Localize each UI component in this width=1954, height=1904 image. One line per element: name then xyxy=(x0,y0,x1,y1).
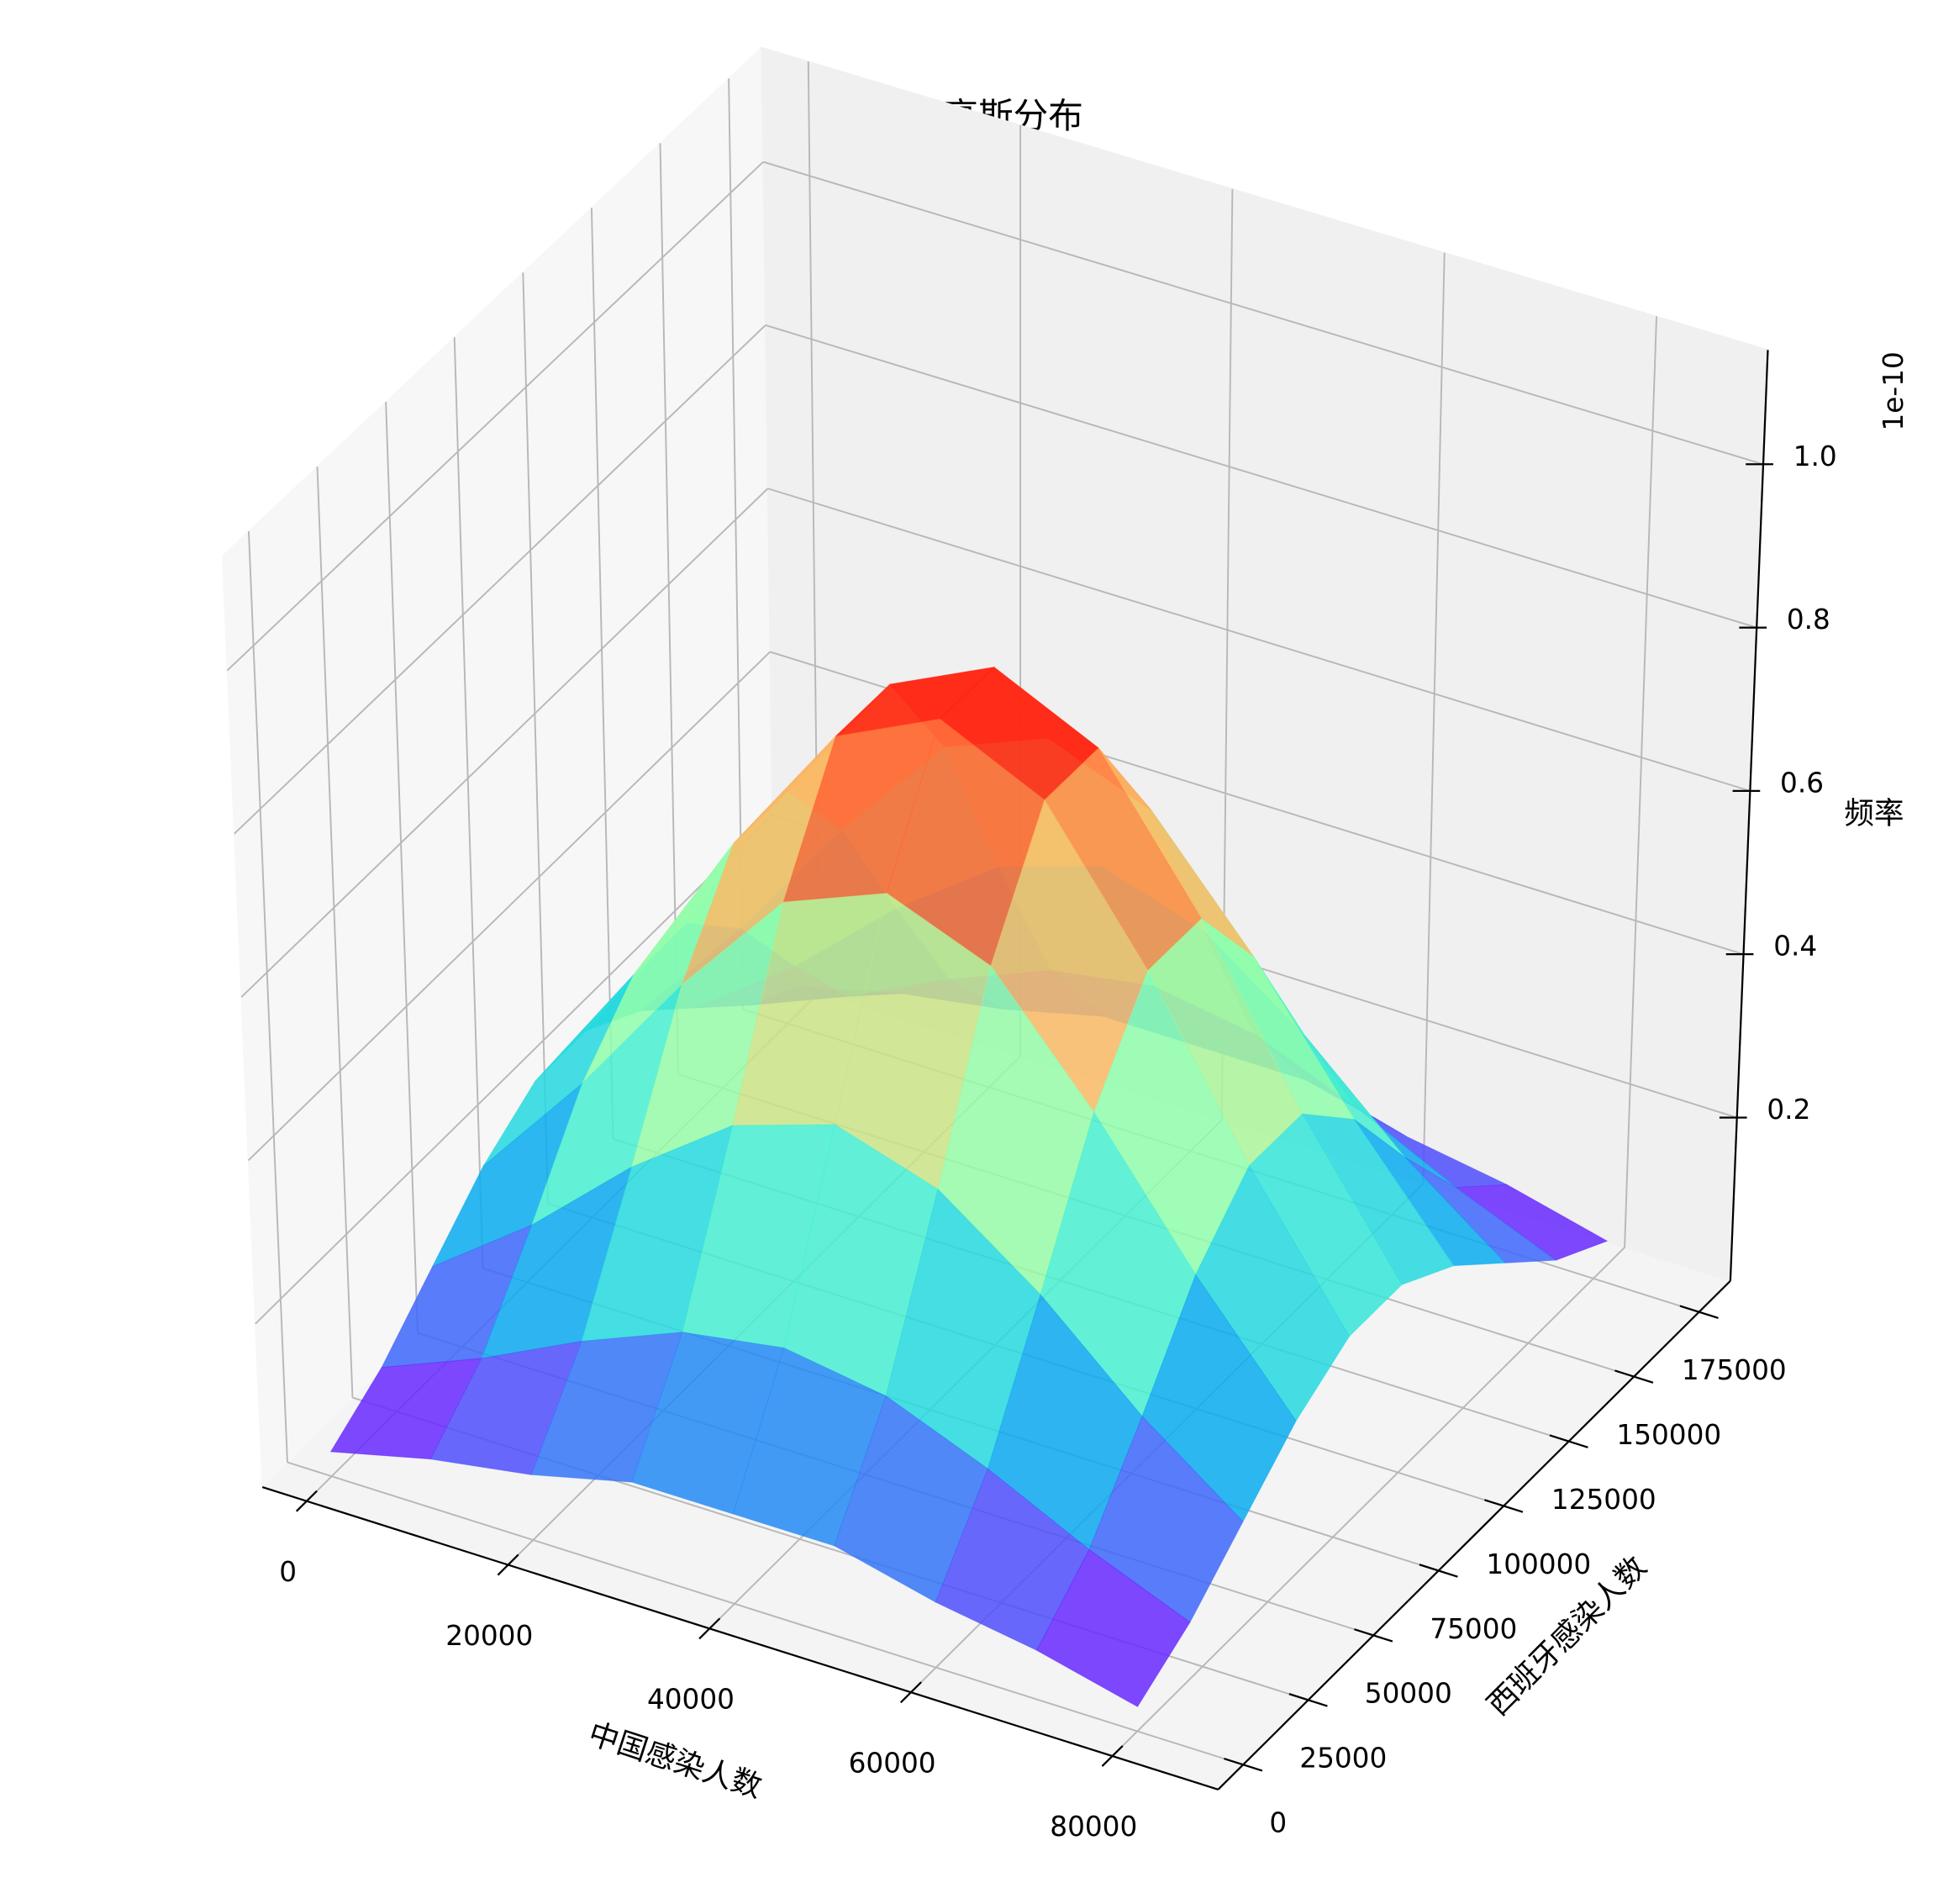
y-tick-label: 75000 xyxy=(1430,1613,1517,1645)
grid-line xyxy=(765,324,1757,629)
grid-line xyxy=(1111,1247,1625,1757)
grid-line xyxy=(255,815,773,1325)
y-tick-label: 150000 xyxy=(1616,1419,1721,1451)
grid-line xyxy=(522,272,549,1204)
grid-line xyxy=(234,324,766,835)
x-tick xyxy=(295,1490,318,1512)
y-tick-label: 175000 xyxy=(1682,1354,1787,1386)
x-tick-label: 20000 xyxy=(445,1620,533,1652)
y-tick xyxy=(1679,1305,1719,1319)
z-axis-label: 频率 xyxy=(1844,796,1904,831)
grid-line xyxy=(247,651,771,1162)
grid-line xyxy=(762,161,1764,466)
grid-line xyxy=(316,467,354,1398)
y-tick xyxy=(1419,1564,1458,1578)
z-tick-label: 0.4 xyxy=(1773,931,1817,963)
y-tick xyxy=(1224,1757,1263,1772)
x-tick-label: 60000 xyxy=(849,1747,936,1779)
y-tick-label: 50000 xyxy=(1365,1678,1452,1710)
grid-line xyxy=(590,208,614,1139)
grid-line xyxy=(453,337,484,1268)
grid-line xyxy=(247,530,288,1463)
y-tick xyxy=(1354,1628,1393,1643)
x-tick-label: 40000 xyxy=(647,1684,735,1716)
y-tick-label: 25000 xyxy=(1299,1743,1387,1775)
x-tick xyxy=(497,1553,519,1576)
grid-line xyxy=(1624,316,1658,1247)
grid-line xyxy=(226,161,764,672)
x-tick xyxy=(698,1617,721,1640)
axis-line xyxy=(261,1485,1219,1791)
y-tick xyxy=(1549,1434,1588,1448)
grid-line xyxy=(240,488,769,998)
y-tick xyxy=(1614,1369,1654,1384)
x-tick xyxy=(1101,1745,1124,1767)
grid-line xyxy=(1422,252,1446,1184)
z-tick-label: 0.2 xyxy=(1767,1094,1810,1126)
y-tick-label: 100000 xyxy=(1486,1548,1591,1580)
y-tick xyxy=(1484,1499,1524,1513)
x-axis-label: 中国感染人数 xyxy=(584,1717,766,1805)
surface-face xyxy=(1035,1548,1191,1707)
grid-line xyxy=(287,1461,1244,1766)
x-tick xyxy=(899,1681,922,1704)
z-tick-label: 1.0 xyxy=(1793,440,1837,472)
x-tick-label: 80000 xyxy=(1050,1811,1137,1843)
x-tick-label: 0 xyxy=(279,1556,297,1588)
axis-line xyxy=(1729,350,1769,1281)
axis-line xyxy=(1217,1279,1731,1791)
y-tick-label: 0 xyxy=(1269,1807,1287,1839)
z-offset-label: 1e-10 xyxy=(1878,351,1909,430)
grid-line xyxy=(385,402,419,1333)
y-tick xyxy=(1288,1693,1328,1707)
z-tick-label: 0.6 xyxy=(1780,767,1824,799)
z-tick-label: 0.8 xyxy=(1787,604,1830,636)
grid-line xyxy=(659,143,679,1074)
grid-line xyxy=(767,488,1751,792)
y-tick-label: 125000 xyxy=(1551,1484,1656,1516)
